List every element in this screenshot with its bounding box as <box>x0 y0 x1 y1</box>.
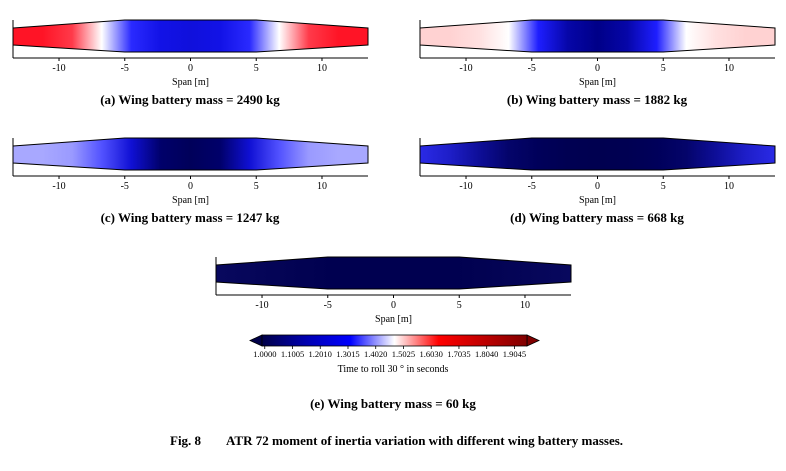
x-tick-label: -10 <box>459 63 472 74</box>
x-tick-label: 0 <box>595 63 600 74</box>
x-tick-label: -5 <box>121 63 129 74</box>
colorbar-label: Time to roll 30 ° in seconds <box>338 364 449 375</box>
panel: -10 -5 0 5 10 Span [m] <box>419 137 776 206</box>
x-tick-label: -5 <box>528 181 536 192</box>
panel-caption: (d) Wing battery mass = 668 kg <box>510 210 684 225</box>
x-tick-label: 10 <box>317 181 327 192</box>
wing <box>419 19 776 53</box>
panel-caption: (c) Wing battery mass = 1247 kg <box>101 210 280 225</box>
panel-caption: (a) Wing battery mass = 2490 kg <box>100 92 280 107</box>
colorbar-tick-label: 1.7035 <box>447 349 470 359</box>
x-tick-label: -5 <box>121 181 129 192</box>
wing <box>215 256 572 290</box>
figure-caption: ATR 72 moment of inertia variation with … <box>226 433 623 448</box>
colorbar-tick-label: 1.6030 <box>420 349 443 359</box>
wing <box>12 19 369 53</box>
colorbar-tick-label: 1.2010 <box>309 349 332 359</box>
panel: -10 -5 0 5 10 Span [m] <box>419 19 776 88</box>
colorbar-tick-label: 1.9045 <box>503 349 526 359</box>
x-axis-label: Span [m] <box>375 314 412 325</box>
x-tick-label: -10 <box>255 300 268 311</box>
x-axis-label: Span [m] <box>172 195 209 206</box>
x-tick-label: 0 <box>595 181 600 192</box>
colorbar-tick-label: 1.4020 <box>364 349 387 359</box>
x-tick-label: 0 <box>391 300 396 311</box>
panel-caption: (b) Wing battery mass = 1882 kg <box>507 92 688 107</box>
x-tick-label: -10 <box>52 181 65 192</box>
x-tick-label: 10 <box>724 181 734 192</box>
x-axis-label: Span [m] <box>579 77 616 88</box>
x-tick-label: 0 <box>188 181 193 192</box>
x-tick-label: 10 <box>724 63 734 74</box>
panel: -10 -5 0 5 10 Span [m] <box>12 19 369 88</box>
x-tick-label: 5 <box>457 300 462 311</box>
x-axis-label: Span [m] <box>579 195 616 206</box>
x-tick-label: -5 <box>528 63 536 74</box>
x-tick-label: 10 <box>520 300 530 311</box>
x-tick-label: 5 <box>661 63 666 74</box>
panel: -10 -5 0 5 10 Span [m] <box>12 137 369 206</box>
x-tick-label: 5 <box>254 63 259 74</box>
wing <box>419 137 776 171</box>
colorbar-extend-low <box>249 334 263 347</box>
x-tick-label: 5 <box>661 181 666 192</box>
panel: -10 -5 0 5 10 Span [m] <box>215 256 572 325</box>
wing <box>12 137 369 171</box>
x-tick-label: 5 <box>254 181 259 192</box>
figure-label: Fig. 8 <box>170 433 202 448</box>
colorbar <box>261 334 528 347</box>
x-tick-label: -10 <box>52 63 65 74</box>
colorbar-tick-label: 1.5025 <box>392 349 415 359</box>
x-tick-label: -5 <box>324 300 332 311</box>
x-tick-label: 10 <box>317 63 327 74</box>
colorbar-tick-label: 1.0000 <box>253 349 276 359</box>
x-axis-label: Span [m] <box>172 77 209 88</box>
colorbar-tick-label: 1.8040 <box>475 349 498 359</box>
colorbar-extend-high <box>526 334 540 347</box>
x-tick-label: -10 <box>459 181 472 192</box>
panel-caption: (e) Wing battery mass = 60 kg <box>310 396 476 411</box>
colorbar-tick-label: 1.1005 <box>281 349 304 359</box>
colorbar-tick-label: 1.3015 <box>336 349 359 359</box>
x-tick-label: 0 <box>188 63 193 74</box>
